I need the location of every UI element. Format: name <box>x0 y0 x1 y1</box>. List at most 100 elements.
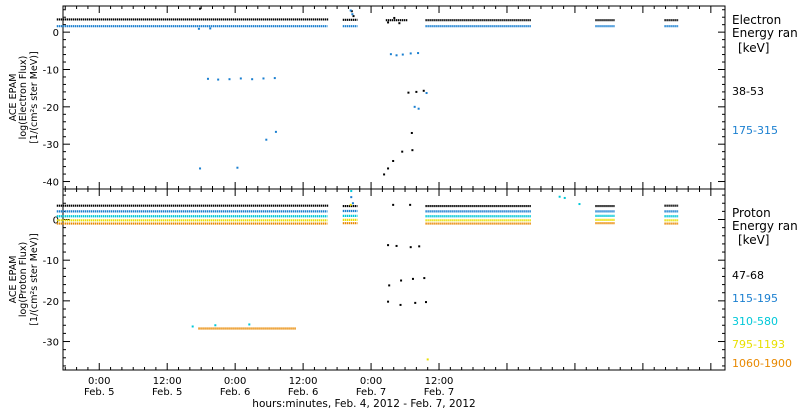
xtick-label-day: Feb. 7 <box>424 387 454 398</box>
electron-series-38-53-point <box>387 21 390 24</box>
electron-series-175-315-point <box>351 13 354 16</box>
electron-series-175-315-point <box>389 53 392 56</box>
proton-series-47-68-point <box>387 300 390 303</box>
electron-legend-title: Electron <box>732 13 781 27</box>
electron-series-175-315-point <box>409 52 412 55</box>
electron-series-38-53-point <box>407 91 410 94</box>
electron-series-38-53-point <box>392 159 395 162</box>
proton-series-47-68-point <box>392 203 395 206</box>
xtick-label-time: 0:00 <box>88 376 110 387</box>
electron-series-175-315-point <box>228 78 231 81</box>
xtick-label-day: Feb. 5 <box>84 387 114 398</box>
proton-series-310-580-point <box>563 196 566 199</box>
xtick-label-day: Feb. 5 <box>152 387 182 398</box>
electron-series-175-315-point <box>199 167 202 170</box>
proton-series-310-580-point <box>248 323 251 326</box>
proton-legend-entry: 795-1193 <box>732 338 785 351</box>
proton-series-310-580-point <box>578 203 581 206</box>
electron-series-38-53-point <box>422 89 425 92</box>
xtick-label-time: 0:00 <box>224 376 246 387</box>
electron-legend-entry: 38-53 <box>732 85 764 98</box>
proton-series-795-1193-point <box>426 358 429 361</box>
electron-series-175-315-point <box>206 77 209 80</box>
proton-series-47-68-point <box>388 284 391 287</box>
electron-series-38-53-point <box>350 10 353 13</box>
electron-series-38-53-point <box>387 167 390 170</box>
electron-series-38-53-point <box>199 7 202 10</box>
electron-series-175-315-point <box>239 77 242 80</box>
proton-series-47-68-point <box>411 277 414 280</box>
proton-ytick-label: -20 <box>43 297 59 308</box>
electron-series-38-53-point <box>352 15 355 18</box>
electron-series-175-315-point <box>417 52 420 55</box>
electron-series-38-53-point <box>415 90 418 93</box>
xtick-label-day: Feb. 6 <box>220 387 250 398</box>
electron-series-38-53-point <box>398 22 401 25</box>
electron-ytick-label: -10 <box>43 65 59 76</box>
xtick-label-time: 12:00 <box>153 376 182 387</box>
electron-series-175-315-point <box>265 138 268 141</box>
electron-series-38-53-point <box>411 149 414 152</box>
electron-ytick-label: -30 <box>43 140 59 151</box>
proton-series-47-68-point <box>399 303 402 306</box>
xtick-label-time: 12:00 <box>425 376 454 387</box>
proton-series-310-580-point <box>191 325 194 328</box>
xtick-label-day: Feb. 6 <box>288 387 318 398</box>
electron-series-175-315-point <box>236 166 239 169</box>
proton-ylabel-line: [1/(cm²s ster MeV)] <box>29 233 40 325</box>
electron-ylabel-line: ACE EPAM <box>8 74 19 122</box>
electron-series-38-53-point <box>383 173 386 176</box>
proton-legend-unit: [keV] <box>738 233 769 247</box>
electron-series-175-315-point <box>401 53 404 56</box>
electron-series-175-315-point <box>197 27 200 30</box>
electron-series-175-315-point <box>417 107 420 110</box>
electron-legend-entry: 175-315 <box>732 124 778 137</box>
proton-legend-entry: 115-195 <box>732 292 778 305</box>
proton-series-47-68-point <box>387 244 390 247</box>
electron-series-175-315-point <box>349 9 352 12</box>
proton-legend-entry: 1060-1900 <box>732 357 792 370</box>
proton-legend-title: Energy ran <box>732 219 798 233</box>
x-axis-label: hours:minutes, Feb. 4, 2012 - Feb. 7, 20… <box>252 398 475 410</box>
electron-series-175-315-point <box>262 77 265 80</box>
electron-series-175-315-point <box>395 54 398 57</box>
electron-series-175-315-point <box>273 77 276 80</box>
proton-series-795-1193-point <box>349 203 352 206</box>
xtick-label-time: 12:00 <box>289 376 318 387</box>
proton-series-115-195-point <box>351 202 354 205</box>
electron-series-175-315-point <box>217 78 220 81</box>
proton-plot-frame <box>62 188 726 371</box>
proton-ytick-label: 0 <box>53 216 59 227</box>
electron-series-175-315-point <box>274 130 277 133</box>
proton-series-47-68-point <box>395 244 398 247</box>
electron-series-175-315-point <box>425 92 428 95</box>
proton-series-47-68-point <box>409 203 412 206</box>
proton-ytick-label: -30 <box>43 338 59 349</box>
proton-series-115-195-point <box>350 196 353 199</box>
proton-series-47-68-point <box>418 245 421 248</box>
xtick-label-day: Feb. 7 <box>356 387 386 398</box>
electron-legend-unit: [keV] <box>738 41 769 55</box>
proton-series-47-68-point <box>409 246 412 249</box>
electron-series-38-53-point <box>410 131 413 134</box>
electron-ytick-label: 0 <box>53 28 59 39</box>
proton-legend-entry: 310-580 <box>732 315 778 328</box>
proton-ylabel-line: ACE EPAM <box>8 256 19 304</box>
proton-ytick-label: -10 <box>43 256 59 267</box>
proton-legend-entry: 47-68 <box>732 269 764 282</box>
electron-ytick-label: -40 <box>43 178 59 189</box>
electron-series-38-53-point <box>401 150 404 153</box>
proton-series-47-68-point <box>424 301 427 304</box>
proton-series-47-68-point <box>423 277 426 280</box>
proton-series-47-68-point <box>400 279 403 282</box>
proton-series-310-580-point <box>558 195 561 198</box>
proton-legend-title: Proton <box>732 206 771 220</box>
proton-ylabel-line: log(Proton Flux) <box>18 242 29 317</box>
electron-legend-title: Energy ran <box>732 26 798 40</box>
proton-series-47-68-point <box>414 301 417 304</box>
proton-series-310-580-point <box>214 324 217 327</box>
electron-ytick-label: -20 <box>43 103 59 114</box>
electron-series-175-315-point <box>251 78 254 81</box>
